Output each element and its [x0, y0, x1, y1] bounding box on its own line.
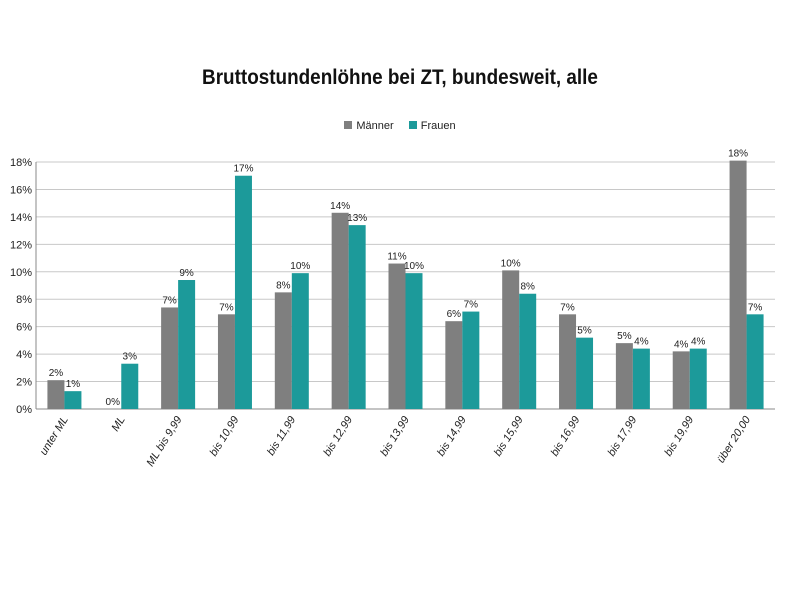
bar-maenner — [161, 307, 179, 409]
bar-frauen — [576, 337, 594, 409]
y-tick-label: 2% — [16, 377, 32, 389]
data-label: 10% — [404, 261, 424, 272]
y-tick-label: 12% — [10, 239, 32, 251]
data-label: 10% — [290, 261, 310, 272]
x-tick-label: unter ML — [38, 414, 71, 457]
legend-label-maenner: Männer — [356, 120, 394, 132]
y-tick-label: 8% — [16, 294, 32, 306]
y-tick-label: 10% — [10, 267, 32, 279]
data-label: 9% — [179, 268, 194, 279]
bar-maenner — [445, 321, 463, 409]
bar-maenner — [331, 212, 349, 409]
bar-frauen — [348, 225, 366, 409]
bar-maenner — [729, 160, 747, 409]
bar-frauen — [178, 280, 196, 409]
bar-frauen — [121, 363, 139, 409]
bar-maenner — [274, 292, 292, 409]
bar-maenner — [388, 263, 406, 409]
x-tick-label: bis 10,99 — [208, 414, 242, 458]
legend-item-maenner: Männer — [344, 120, 394, 132]
legend-swatch-frauen — [408, 121, 417, 129]
bar-frauen — [462, 311, 480, 409]
x-tick-label: bis 12,99 — [321, 414, 355, 458]
chart-title: Bruttostundenlöhne bei ZT, bundesweit, a… — [202, 66, 598, 89]
bar-frauen — [64, 391, 82, 409]
data-label: 13% — [347, 213, 367, 224]
data-label: 10% — [501, 258, 521, 269]
y-tick-label: 18% — [10, 157, 32, 169]
legend-label-frauen: Frauen — [420, 120, 456, 132]
data-label: 7% — [219, 302, 234, 313]
data-label: 11% — [387, 252, 406, 263]
x-tick-label: bis 15,99 — [492, 414, 526, 458]
data-label: 4% — [691, 337, 706, 348]
data-label: 4% — [674, 339, 689, 350]
data-label: 8% — [276, 280, 291, 291]
y-tick-label: 0% — [16, 404, 32, 416]
data-label: 8% — [520, 282, 535, 293]
x-tick-label: bis 17,99 — [606, 414, 640, 458]
bar-maenner — [502, 270, 520, 409]
data-label: 18% — [728, 149, 748, 160]
bar-frauen — [689, 348, 707, 409]
data-label: 7% — [162, 295, 177, 306]
x-tick-label: bis 14,99 — [435, 414, 469, 458]
x-tick-label: ML bis 9,99 — [144, 414, 184, 468]
y-tick-label: 4% — [16, 349, 32, 361]
y-tick-label: 14% — [10, 212, 32, 224]
legend-item-frauen: Frauen — [408, 120, 456, 132]
bar-maenner — [47, 380, 65, 409]
data-label: 5% — [617, 331, 632, 342]
x-tick-label: über 20,00 — [715, 413, 754, 465]
x-tick-label: bis 13,99 — [378, 414, 412, 458]
bar-maenner — [672, 351, 690, 409]
legend: Männer Frauen — [0, 120, 800, 132]
x-tick-label: bis 11,99 — [265, 414, 298, 458]
bar-frauen — [746, 314, 764, 409]
bar-frauen — [405, 273, 423, 409]
data-label: 14% — [330, 201, 350, 212]
bar-frauen — [632, 348, 650, 409]
y-tick-label: 6% — [16, 322, 32, 334]
bar-maenner — [217, 314, 235, 409]
data-label: 5% — [577, 326, 592, 337]
bar-frauen — [519, 293, 537, 409]
legend-swatch-maenner — [344, 121, 353, 129]
data-label: 1% — [66, 379, 81, 390]
x-tick-label: bis 19,99 — [662, 414, 696, 458]
data-label: 2% — [49, 368, 64, 379]
data-label: 7% — [748, 302, 763, 313]
data-label: 0% — [106, 397, 121, 408]
y-tick-label: 16% — [10, 184, 32, 196]
bar-maenner — [559, 314, 577, 409]
data-label: 17% — [233, 164, 253, 175]
bar-frauen — [291, 273, 309, 409]
x-tick-label: ML — [110, 414, 128, 433]
data-label: 3% — [123, 352, 138, 363]
data-label: 7% — [464, 300, 479, 311]
bar-maenner — [615, 343, 633, 409]
data-label: 4% — [634, 337, 649, 348]
x-tick-label: bis 16,99 — [549, 414, 583, 458]
data-label: 7% — [560, 302, 575, 313]
data-label: 6% — [447, 309, 462, 320]
bar-frauen — [234, 175, 252, 409]
